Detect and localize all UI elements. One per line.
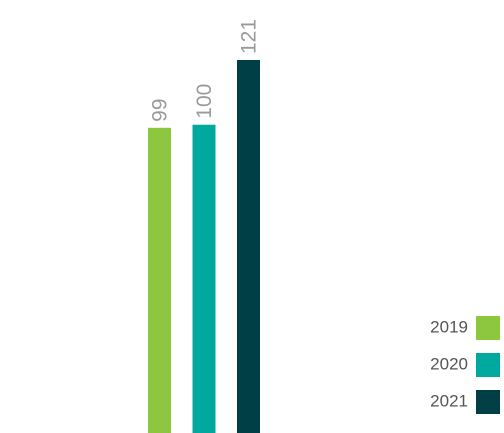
legend-label: 2020	[430, 354, 468, 373]
bar	[237, 60, 260, 433]
data-label: 121	[238, 19, 261, 54]
data-label: 99	[149, 98, 172, 121]
legend-swatch	[476, 390, 500, 414]
bar	[148, 127, 171, 433]
legend-swatch	[476, 353, 500, 377]
legend-swatch	[476, 316, 500, 340]
bar	[192, 124, 216, 433]
legend-label: 2021	[430, 391, 468, 410]
data-label: 100	[193, 84, 216, 119]
legend-label: 2019	[430, 317, 468, 336]
